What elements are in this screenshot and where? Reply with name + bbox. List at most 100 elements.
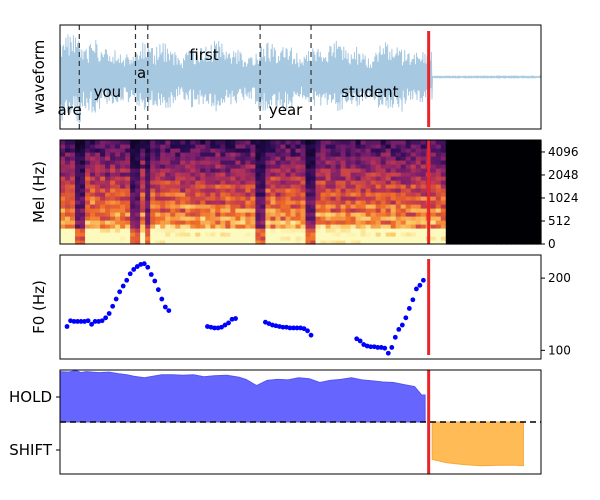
mel-cell [445, 204, 452, 209]
mel-cell [325, 140, 332, 145]
mel-cell [270, 228, 277, 233]
mel-cell [90, 140, 96, 145]
mel-cell [300, 148, 307, 153]
mel-cell [325, 200, 332, 205]
mel-cell [235, 232, 241, 237]
mel-cell [495, 148, 502, 153]
mel-cell [180, 176, 186, 181]
mel-cell [340, 184, 347, 189]
mel-cell [405, 192, 412, 197]
mel-cell [295, 172, 302, 177]
mel-cell [365, 232, 372, 237]
mel-cell [445, 184, 452, 189]
mel-cell [105, 140, 111, 145]
mel-cell [500, 216, 507, 221]
mel-cell [535, 212, 542, 217]
mel-cell [245, 152, 251, 157]
mel-cell [135, 176, 141, 181]
mel-cell [240, 236, 246, 241]
mel-cell [290, 176, 297, 181]
mel-cell [535, 152, 542, 157]
mel-cell [375, 224, 382, 229]
mel-cell [365, 196, 372, 201]
mel-cell [335, 232, 342, 237]
mel-cell [250, 208, 257, 213]
mel-cell [170, 212, 176, 217]
mel-cell [405, 152, 412, 157]
mel-cell [65, 164, 71, 169]
mel-cell [495, 216, 502, 221]
mel-cell [470, 180, 477, 185]
mel-cell [315, 148, 322, 153]
f0-point [413, 286, 419, 292]
mel-cell [115, 232, 121, 237]
mel-cell [370, 224, 377, 229]
mel-cell [490, 224, 497, 229]
mel-cell [65, 140, 71, 145]
mel-cell [255, 240, 262, 245]
mel-cell [455, 172, 462, 177]
mel-cell [60, 172, 66, 177]
mel-cell [310, 192, 317, 197]
mel-cell [145, 164, 151, 169]
mel-cell [350, 224, 357, 229]
mel-cell [120, 200, 126, 205]
mel-cell [145, 192, 151, 197]
word-label: year [269, 101, 303, 119]
mel-cell [445, 192, 452, 197]
mel-cell [505, 216, 512, 221]
mel-cell [150, 232, 156, 237]
mel-cell [145, 240, 151, 245]
mel-cell [175, 172, 181, 177]
mel-cell [450, 224, 457, 229]
mel-cell [130, 140, 136, 145]
mel-cell [370, 204, 377, 209]
mel-cell [395, 172, 402, 177]
mel-cell [490, 144, 497, 149]
mel-cell [375, 196, 382, 201]
mel-cell [475, 220, 482, 225]
mel-cell [190, 224, 196, 229]
mel-cell [250, 204, 257, 209]
mel-cell [300, 152, 307, 157]
mel-cell [270, 232, 277, 237]
mel-cell [165, 188, 171, 193]
mel-cell [245, 220, 251, 225]
mel-cell [420, 208, 427, 213]
mel-cell [480, 220, 487, 225]
mel-cell [375, 164, 382, 169]
mel-cell [75, 196, 81, 201]
mel-cell [145, 208, 151, 213]
mel-cell [165, 156, 171, 161]
mel-cell [105, 144, 111, 149]
mel-cell [435, 148, 442, 153]
mel-cell [395, 144, 402, 149]
mel-cell [275, 188, 282, 193]
mel-cell [280, 148, 287, 153]
mel-cell [220, 184, 226, 189]
mel-cell [105, 220, 111, 225]
mel-cell [160, 144, 166, 149]
mel-cell [505, 220, 512, 225]
mel-cell [420, 152, 427, 157]
mel-cell [310, 148, 317, 153]
mel-cell [90, 172, 96, 177]
mel-cell [375, 156, 382, 161]
mel-cell [440, 140, 447, 145]
mel-cell [75, 164, 81, 169]
mel-cell [370, 212, 377, 217]
mel-cell [265, 220, 272, 225]
mel-cell [160, 216, 166, 221]
mel-cell [335, 184, 342, 189]
mel-cell [470, 224, 477, 229]
mel-cell [410, 232, 417, 237]
mel-cell [245, 176, 251, 181]
mel-cell [210, 232, 216, 237]
mel-cell [515, 156, 522, 161]
mel-cell [450, 140, 457, 145]
mel-cell [525, 188, 532, 193]
mel-cell [320, 232, 327, 237]
mel-cell [470, 200, 477, 205]
mel-cell [95, 228, 101, 233]
